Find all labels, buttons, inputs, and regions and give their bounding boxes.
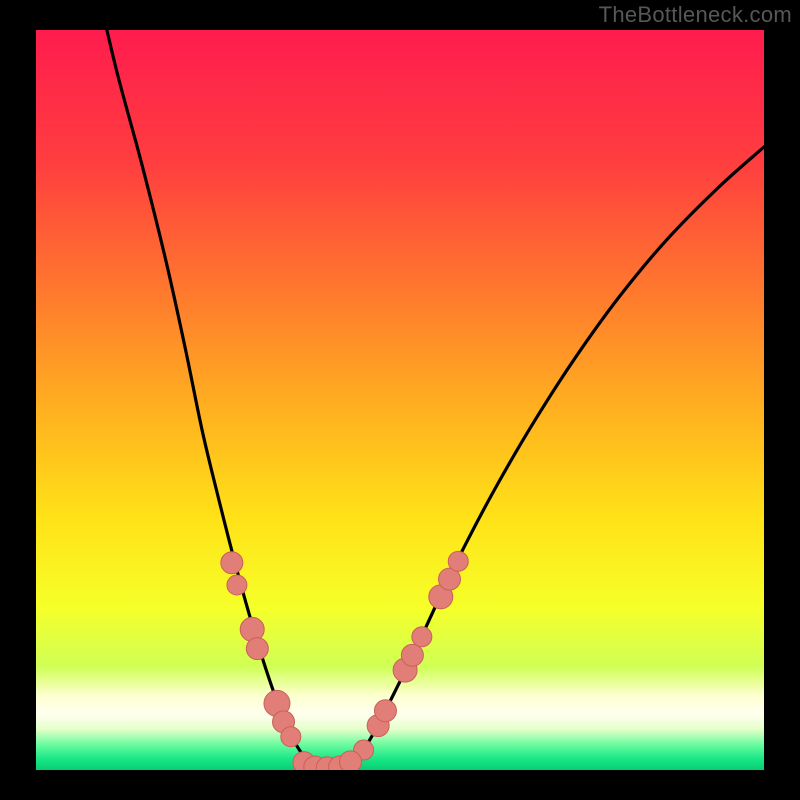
plot-area: [36, 30, 764, 770]
data-bead: [412, 627, 432, 647]
data-bead: [374, 700, 396, 722]
chart-root: TheBottleneck.com: [0, 0, 800, 800]
data-bead: [448, 551, 468, 571]
data-bead: [340, 751, 362, 770]
data-bead: [227, 575, 247, 595]
curve-layer: [36, 30, 764, 770]
data-bead: [221, 552, 243, 574]
data-bead: [401, 644, 423, 666]
watermark-label: TheBottleneck.com: [599, 2, 792, 28]
curve-path: [100, 30, 317, 768]
data-bead: [281, 727, 301, 747]
data-bead: [246, 638, 268, 660]
